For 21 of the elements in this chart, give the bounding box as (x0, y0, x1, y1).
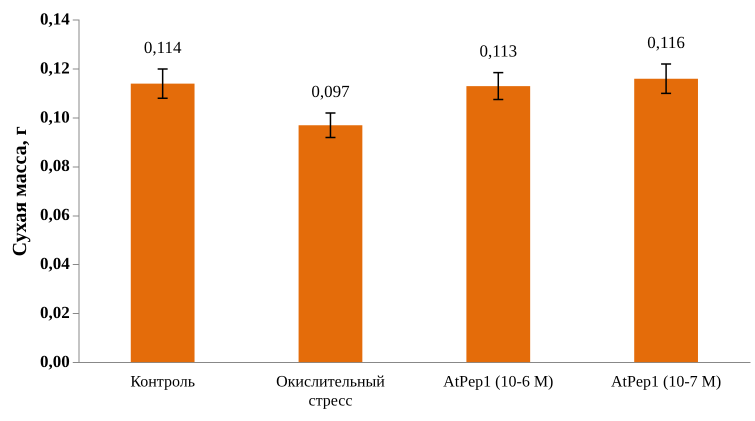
y-tick-label: 0,10 (40, 107, 70, 126)
x-tick-label: AtPep1 (10-6 M) (443, 373, 554, 390)
y-tick-label: 0,00 (40, 352, 70, 371)
y-tick-label: 0,02 (40, 303, 70, 322)
y-axis-title: Сухая масса, г (9, 126, 32, 256)
bar (466, 86, 530, 362)
data-label: 0,097 (311, 82, 350, 101)
y-tick-label: 0,06 (40, 205, 70, 224)
data-label: 0,113 (479, 42, 518, 61)
x-tick-label: Окислительный стресс (276, 373, 386, 410)
y-tick-label: 0,12 (40, 58, 70, 78)
bar (130, 84, 195, 362)
data-label: 0,116 (647, 33, 685, 52)
x-tick-label: AtPep1 (10-7 M) (610, 373, 722, 390)
data-label: 0,114 (144, 38, 182, 57)
x-tick-label: Контроль (130, 373, 196, 390)
y-tick-label: 0,14 (40, 9, 70, 28)
y-tick-label: 0,04 (40, 254, 70, 274)
bar (634, 78, 698, 362)
y-tick-label: 0,08 (40, 156, 70, 176)
bar (298, 125, 362, 362)
